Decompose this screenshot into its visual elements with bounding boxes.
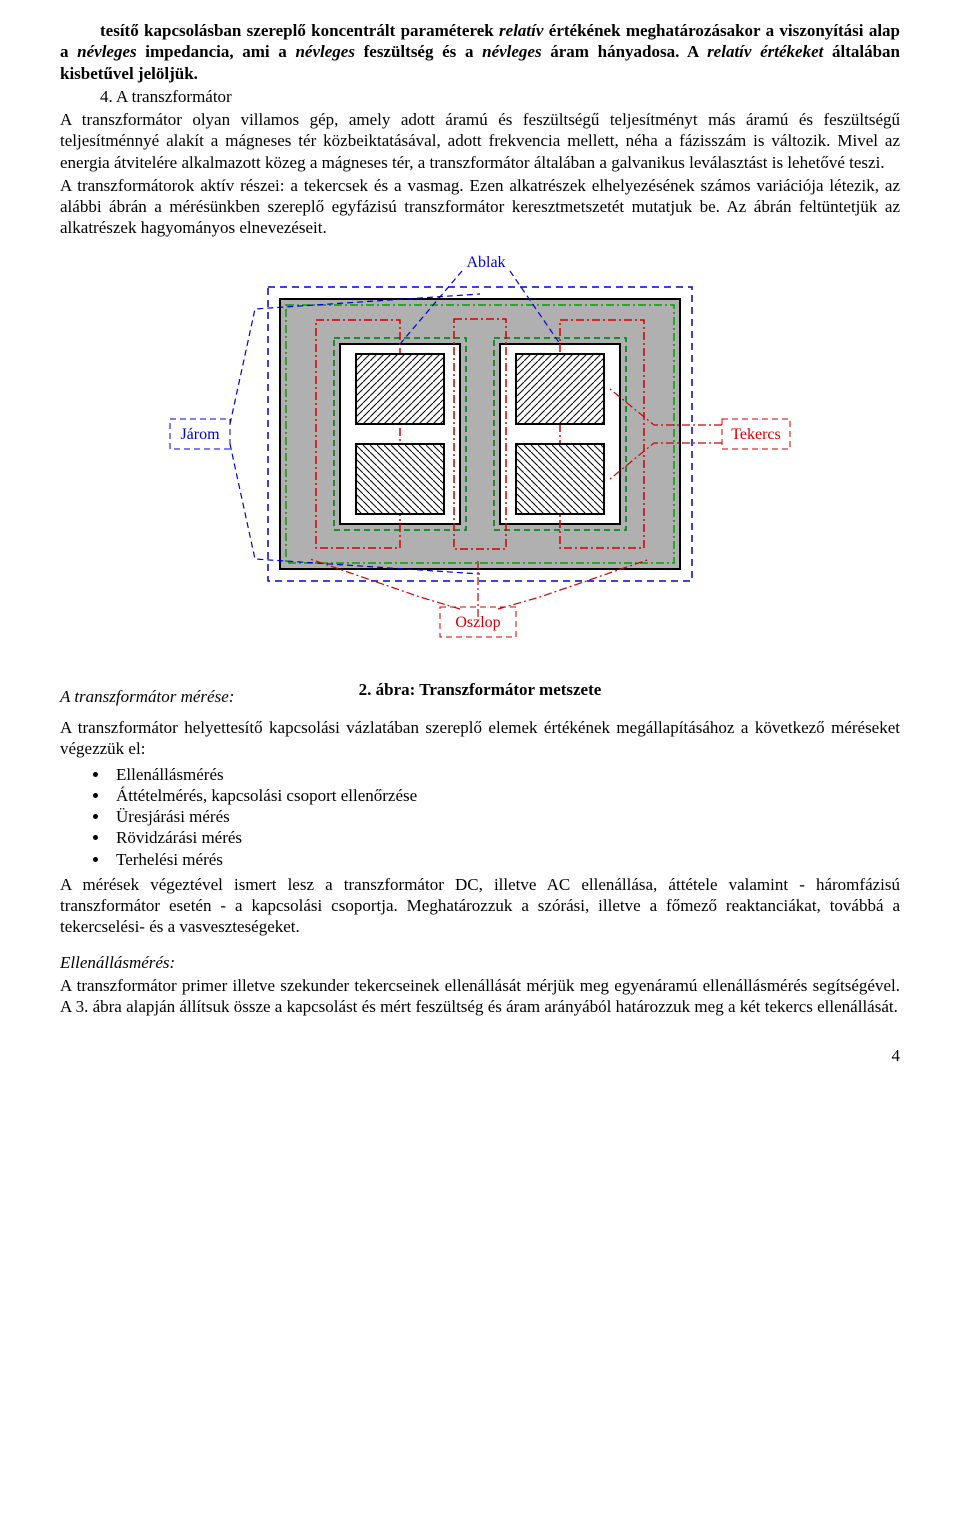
paragraph-relative-values: tesítő kapcsolásban szereplő koncentrált… [60, 20, 900, 84]
term-nominal-1: névleges [77, 42, 136, 61]
paragraph-transformer-def: A transzformátor olyan villamos gép, ame… [60, 109, 900, 173]
text: impedancia, ami a [137, 42, 296, 61]
section-heading-transformer: 4. A transzformátor [60, 86, 900, 107]
transformer-diagram: JáromTekercsOszlopAblak [160, 249, 800, 659]
term-relative-values: relatív értékeket [707, 42, 823, 61]
list-item: Terhelési mérés [110, 849, 900, 870]
subheading-resistance-measurement: Ellenállásmérés: [60, 952, 900, 973]
svg-text:Ablak: Ablak [466, 254, 505, 271]
page-number: 4 [60, 1045, 900, 1066]
list-item: Rövidzárási mérés [110, 827, 900, 848]
paragraph-measurements-result: A mérések végeztével ismert lesz a trans… [60, 874, 900, 938]
figure-transformer-cross-section: JáromTekercsOszlopAblak [60, 249, 900, 659]
svg-text:Járom: Járom [180, 426, 220, 443]
paragraph-measurements-intro: A transzformátor helyettesítő kapcsolási… [60, 717, 900, 760]
list-item: Üresjárási mérés [110, 806, 900, 827]
text: feszültség és a [355, 42, 482, 61]
measurement-list: EllenállásmérésÁttételmérés, kapcsolási … [110, 764, 900, 870]
text: tesítő kapcsolásban szereplő koncentrált… [100, 21, 499, 40]
term-nominal-3: névleges [482, 42, 541, 61]
paragraph-transformer-parts: A transzformátorok aktív részei: a teker… [60, 175, 900, 239]
list-item: Áttételmérés, kapcsolási csoport ellenőr… [110, 785, 900, 806]
list-item: Ellenállásmérés [110, 764, 900, 785]
term-relative: relatív [499, 21, 543, 40]
text: áram hányadosa. A [542, 42, 707, 61]
svg-text:Tekercs: Tekercs [731, 426, 781, 443]
paragraph-resistance-measurement: A transzformátor primer illetve szekunde… [60, 975, 900, 1018]
term-nominal-2: névleges [295, 42, 354, 61]
